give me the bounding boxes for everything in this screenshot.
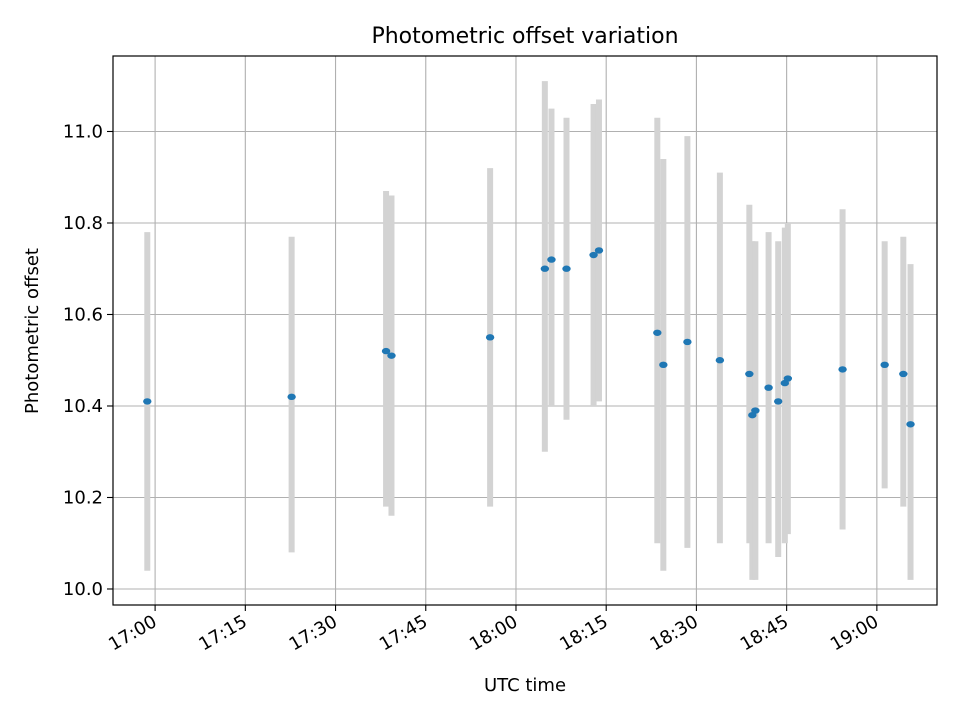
data-point	[653, 329, 662, 336]
x-tick-label: 17:45	[376, 611, 431, 655]
data-point	[899, 370, 908, 378]
y-axis: 10.0 10.2 10.4 10.6 10.8 11.0	[63, 121, 113, 600]
x-tick-label: 17:30	[286, 611, 341, 655]
data-point	[485, 334, 495, 341]
x-tick-label: 18:45	[737, 611, 792, 655]
x-tick-label: 18:15	[556, 611, 611, 655]
data-point	[764, 384, 773, 391]
data-point	[783, 375, 793, 382]
data-point	[715, 357, 725, 364]
data-point	[906, 421, 915, 428]
data-point	[774, 398, 783, 405]
x-tick-label: 18:00	[466, 611, 521, 655]
y-axis-title: Photometric offset	[22, 248, 43, 414]
data-point	[387, 352, 396, 359]
data-point	[540, 265, 550, 272]
data-point	[562, 265, 571, 272]
y-tick-label: 10.4	[63, 396, 103, 417]
y-tick-label: 10.0	[63, 579, 103, 600]
plot-frame	[112, 55, 938, 606]
y-tick-label: 11.0	[63, 121, 103, 142]
data-point	[594, 247, 604, 254]
data-point	[287, 393, 296, 401]
x-tick-label: 19:00	[827, 611, 882, 655]
data-point	[547, 256, 556, 263]
chart-title: Photometric offset variation	[371, 24, 678, 49]
data-point	[745, 370, 754, 378]
x-tick-label: 17:15	[195, 611, 250, 655]
y-tick-label: 10.6	[63, 304, 103, 325]
data-point	[143, 398, 152, 405]
error-bars	[144, 81, 914, 580]
data-point	[751, 407, 760, 414]
data-point	[880, 361, 889, 369]
x-axis-title: UTC time	[484, 675, 566, 696]
data-point	[659, 361, 668, 369]
grid	[113, 56, 937, 605]
data-point	[683, 338, 692, 346]
data-point	[838, 366, 847, 373]
x-axis: 17:00 17:15 17:30 17:45 18:00 18:15 18:30 18:45…	[105, 605, 882, 655]
y-tick-label: 10.8	[63, 213, 103, 234]
data-points	[143, 247, 915, 428]
data-point	[381, 347, 391, 355]
x-tick-label: 17:00	[105, 611, 160, 655]
x-tick-label: 18:30	[646, 611, 701, 655]
data-point	[589, 251, 598, 259]
y-tick-label: 10.2	[63, 487, 103, 508]
